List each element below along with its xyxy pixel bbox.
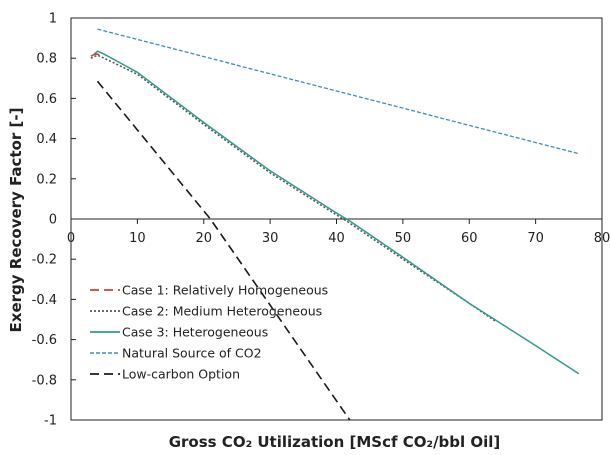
y-tick-label: -0.6 <box>32 333 57 348</box>
series-line-3 <box>93 50 580 375</box>
y-tick-label: -0.4 <box>32 293 57 308</box>
y-tick-label: -1 <box>44 414 57 429</box>
x-tick-label: 70 <box>527 231 544 246</box>
y-tick-label: -0.8 <box>32 373 57 388</box>
series-line-4 <box>97 28 579 155</box>
series-line-5 <box>96 80 351 421</box>
x-tick-label: 40 <box>328 231 345 246</box>
series-line-2 <box>90 54 497 323</box>
y-tick-label: 0.4 <box>36 132 57 147</box>
y-tick-label: 1 <box>49 12 57 27</box>
x-tick-label: 60 <box>461 231 478 246</box>
x-tick-label: 50 <box>395 231 412 246</box>
x-tick-label: 30 <box>262 231 279 246</box>
x-tick-label: 0 <box>67 231 75 246</box>
legend-label-4: Natural Source of CO2 <box>122 346 262 361</box>
legend-label-3: Case 3: Heterogeneous <box>122 325 268 340</box>
y-tick-label: 0.6 <box>36 92 57 107</box>
legend-label-5: Low-carbon Option <box>122 367 240 382</box>
x-tick-label: 20 <box>195 231 212 246</box>
y-tick-label: -0.2 <box>32 253 57 268</box>
y-tick-label: 0.2 <box>36 172 57 187</box>
x-axis-title: Gross CO₂ Utilization [MScf CO₂/bbl Oil] <box>169 433 501 451</box>
x-tick-label: 10 <box>129 231 146 246</box>
legend-label-2: Case 2: Medium Heterogeneous <box>122 304 322 319</box>
y-tick-label: 0 <box>49 213 57 228</box>
legend-label-1: Case 1: Relatively Homogeneous <box>122 283 328 298</box>
y-tick-label: 0.8 <box>36 52 57 67</box>
y-axis-title: Exergy Recovery Factor [-] <box>7 108 25 333</box>
x-tick-label: 80 <box>594 231 610 246</box>
series-line-1 <box>90 53 105 57</box>
